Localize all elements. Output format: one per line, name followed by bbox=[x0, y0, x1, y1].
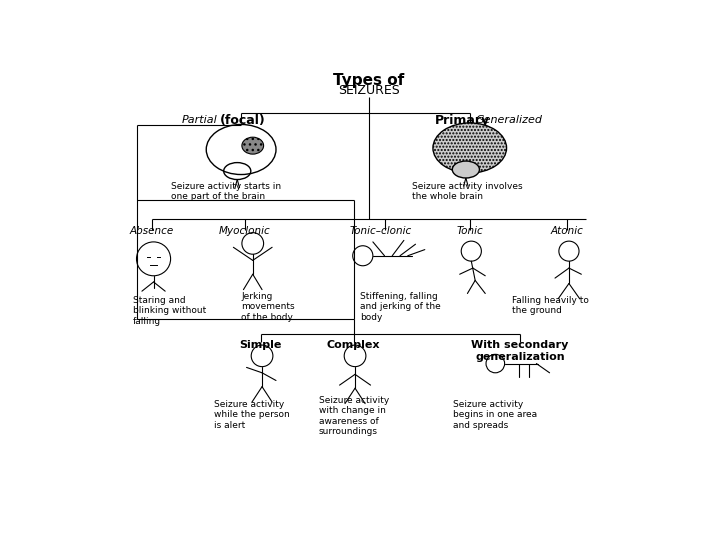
Text: Generalized: Generalized bbox=[476, 115, 543, 125]
Text: Complex: Complex bbox=[327, 340, 380, 350]
Text: Seizure activity
with change in
awareness of
surroundings: Seizure activity with change in awarenes… bbox=[319, 396, 389, 436]
Text: Seizure activity involves
the whole brain: Seizure activity involves the whole brai… bbox=[412, 182, 522, 201]
Text: Stiffening, falling
and jerking of the
body: Stiffening, falling and jerking of the b… bbox=[360, 292, 441, 322]
Text: Seizure activity
while the person
is alert: Seizure activity while the person is ale… bbox=[214, 400, 289, 429]
Ellipse shape bbox=[242, 137, 264, 154]
Text: Tonic: Tonic bbox=[456, 226, 483, 237]
Text: Primary: Primary bbox=[435, 114, 490, 127]
Text: With secondary
generalization: With secondary generalization bbox=[472, 340, 569, 362]
Text: Tonic–clonic: Tonic–clonic bbox=[349, 226, 412, 237]
Text: Myoclonic: Myoclonic bbox=[219, 226, 271, 237]
Text: Types of: Types of bbox=[333, 72, 405, 87]
Ellipse shape bbox=[452, 161, 480, 178]
Text: Jerking
movements
of the body: Jerking movements of the body bbox=[241, 292, 294, 322]
Text: SEIZURES: SEIZURES bbox=[338, 84, 400, 97]
Text: Falling heavily to
the ground: Falling heavily to the ground bbox=[513, 296, 589, 315]
Text: Staring and
blinking without
falling: Staring and blinking without falling bbox=[132, 296, 206, 326]
Text: Seizure activity starts in
one part of the brain: Seizure activity starts in one part of t… bbox=[171, 182, 282, 201]
Text: (focal): (focal) bbox=[220, 114, 266, 127]
Text: Partial: Partial bbox=[182, 115, 218, 125]
Text: Atonic: Atonic bbox=[550, 226, 583, 237]
Text: Seizure activity
begins in one area
and spreads: Seizure activity begins in one area and … bbox=[453, 400, 537, 429]
Text: Simple: Simple bbox=[239, 340, 282, 350]
Ellipse shape bbox=[433, 123, 507, 173]
Text: Absence: Absence bbox=[130, 226, 174, 237]
